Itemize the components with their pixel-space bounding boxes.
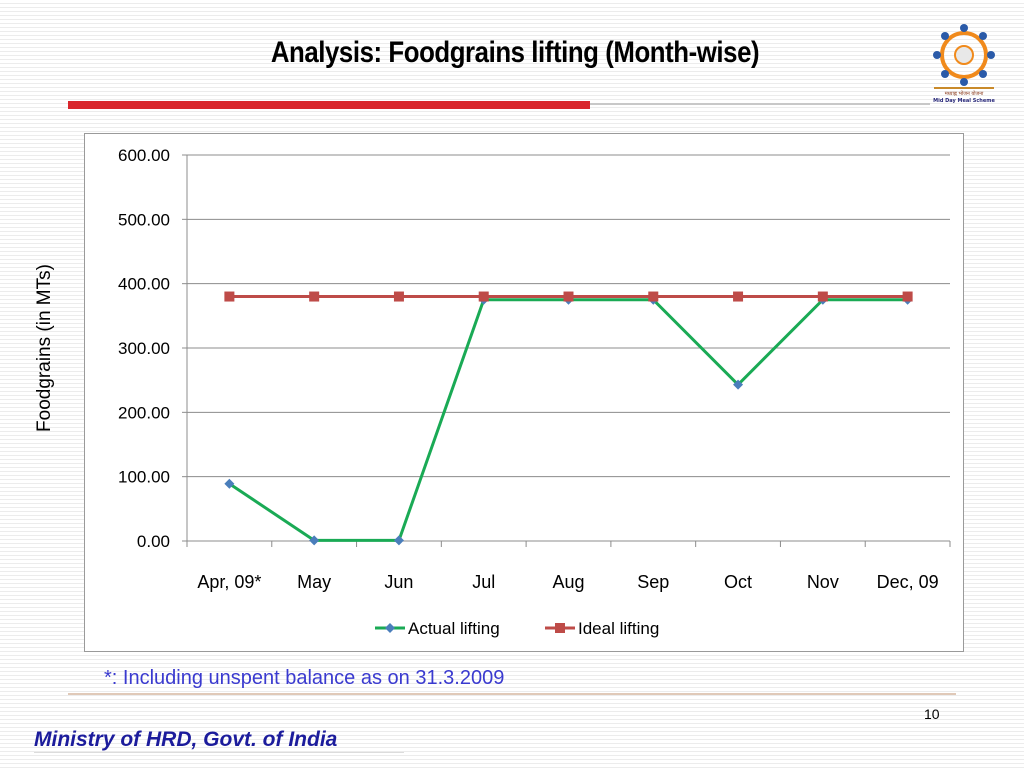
legend-marker-actual bbox=[385, 623, 395, 633]
data-point-ideal bbox=[733, 291, 744, 302]
data-point-ideal bbox=[817, 291, 828, 302]
data-point-actual bbox=[224, 478, 235, 489]
y-tick-label: 100.00 bbox=[118, 468, 170, 487]
y-axis-title: Foodgrains (in MTs) bbox=[34, 264, 55, 432]
legend-marker-ideal bbox=[555, 623, 565, 633]
data-point-actual bbox=[309, 535, 320, 546]
y-tick-label: 500.00 bbox=[118, 210, 170, 229]
footnote: *: Including unspent balance as on 31.3.… bbox=[104, 667, 505, 689]
data-point-ideal bbox=[224, 291, 235, 302]
footer-divider bbox=[68, 693, 956, 695]
slide-title: Analysis: Foodgrains lifting (Month-wise… bbox=[270, 36, 760, 69]
y-tick-label: 600.00 bbox=[118, 146, 170, 165]
x-tick-label: Nov bbox=[807, 572, 839, 592]
line-chart: 0.00 100.00 200.00 300.00 400.00 500.00 600.00… bbox=[34, 146, 951, 638]
y-tick-label: 300.00 bbox=[118, 339, 170, 358]
data-point-ideal bbox=[563, 291, 574, 302]
x-tick-label: Jun bbox=[384, 572, 413, 592]
x-tick-label: Oct bbox=[724, 572, 752, 592]
x-tick-label: Jul bbox=[472, 572, 495, 592]
page-number: 10 bbox=[924, 706, 940, 722]
data-point-ideal bbox=[648, 291, 659, 302]
y-tick-label: 200.00 bbox=[118, 403, 170, 422]
x-tick-label: Sep bbox=[637, 572, 669, 592]
y-tick-label: 400.00 bbox=[118, 275, 170, 294]
data-point-ideal bbox=[902, 291, 913, 302]
x-tick-label: May bbox=[297, 572, 331, 592]
x-tick-label: Aug bbox=[552, 572, 584, 592]
data-point-actual bbox=[393, 535, 404, 546]
title-underline-grey bbox=[590, 103, 930, 105]
legend-label-actual: Actual lifting bbox=[408, 619, 500, 638]
footer-underline bbox=[34, 752, 404, 753]
footer-ministry: Ministry of HRD, Govt. of India bbox=[34, 728, 338, 751]
logo-text-english: Mid Day Meal Scheme bbox=[933, 98, 995, 104]
data-point-ideal bbox=[478, 291, 489, 302]
x-tick-label: Dec, 09 bbox=[877, 572, 939, 592]
logo-text-hindi: मध्याह्न भोजन योजना bbox=[945, 90, 984, 97]
legend-label-ideal: Ideal lifting bbox=[578, 619, 659, 638]
mid-day-meal-logo-icon: मध्याह्न भोजन योजना Mid Day Meal Scheme bbox=[933, 24, 995, 104]
y-tick-label: 0.00 bbox=[137, 532, 170, 551]
data-point-ideal bbox=[309, 291, 320, 302]
chart-container: 0.00 100.00 200.00 300.00 400.00 500.00 600.00… bbox=[34, 133, 964, 652]
series-line-actual bbox=[228, 298, 908, 542]
data-point-ideal bbox=[393, 291, 404, 302]
title-underline-red bbox=[68, 101, 590, 109]
data-point-actual bbox=[733, 379, 744, 390]
x-tick-label: Apr, 09* bbox=[197, 572, 261, 592]
